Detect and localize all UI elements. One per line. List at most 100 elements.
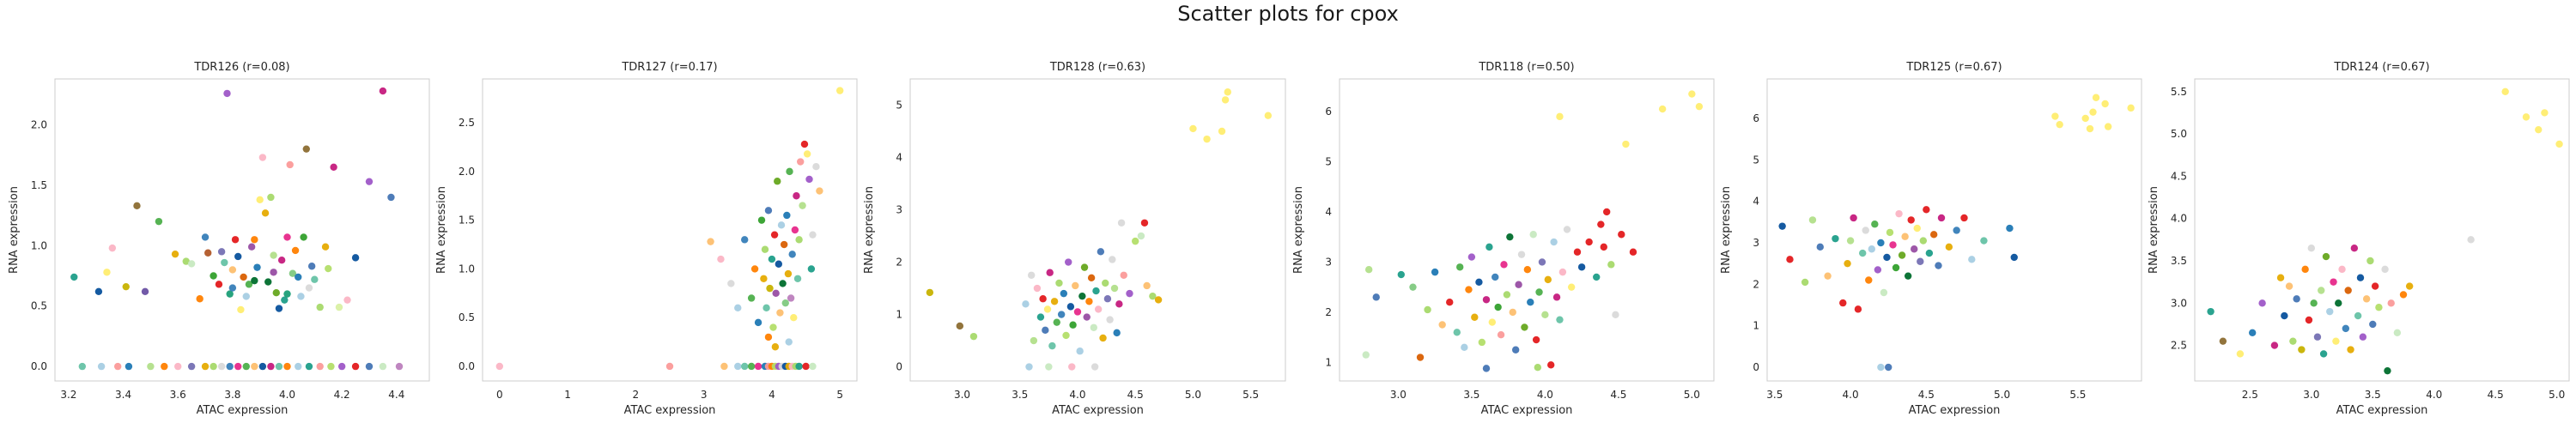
- y-tick-label: 2.5: [2171, 340, 2187, 352]
- x-tick-label: 3.0: [1390, 389, 1406, 401]
- y-axis-label: RNA expression: [2148, 186, 2160, 274]
- data-point: [1065, 258, 1072, 266]
- data-point: [242, 362, 250, 371]
- data-point: [1397, 270, 1406, 279]
- x-axis-label: ATAC expression: [1481, 404, 1573, 417]
- data-point: [1593, 273, 1601, 281]
- data-point: [2301, 265, 2309, 274]
- data-point: [2354, 311, 2362, 320]
- data-point: [1917, 257, 1924, 265]
- data-point: [1622, 140, 1630, 148]
- data-point: [2366, 257, 2374, 265]
- data-point: [395, 362, 404, 371]
- data-point: [1889, 241, 1897, 249]
- data-point: [790, 313, 798, 322]
- data-point: [94, 287, 103, 296]
- y-tick-label: 0: [1753, 361, 1759, 373]
- data-point: [788, 251, 796, 258]
- plot-frame: [482, 78, 858, 382]
- data-point: [786, 167, 793, 176]
- data-point: [1612, 311, 1619, 319]
- data-point: [747, 362, 756, 371]
- data-point: [2501, 88, 2509, 95]
- x-tick-label: 5: [836, 389, 843, 401]
- data-point: [1597, 221, 1605, 228]
- data-point: [1446, 298, 1454, 306]
- data-point: [795, 362, 803, 371]
- y-tick-label: 1: [896, 309, 902, 321]
- data-point: [226, 290, 234, 298]
- data-point: [1110, 284, 1119, 293]
- data-point: [2313, 333, 2322, 341]
- data-point: [707, 238, 714, 245]
- data-point: [283, 233, 291, 241]
- data-point: [161, 362, 168, 371]
- data-point: [2258, 299, 2266, 307]
- data-point: [295, 273, 302, 281]
- x-tick-label: 1: [564, 389, 571, 401]
- x-tick-label: 5.5: [2069, 389, 2086, 401]
- y-tick-label: 2.0: [31, 119, 47, 131]
- data-point: [757, 216, 766, 224]
- data-point: [1556, 316, 1564, 323]
- data-point: [734, 304, 742, 312]
- data-point: [141, 287, 149, 296]
- data-point: [1658, 105, 1667, 113]
- data-point: [221, 258, 228, 267]
- data-point: [1090, 323, 1097, 331]
- data-point: [2010, 253, 2018, 262]
- data-point: [2092, 94, 2100, 101]
- data-point: [251, 236, 258, 244]
- y-tick-label: 1: [1325, 356, 1332, 368]
- y-tick-label: 4: [896, 152, 902, 164]
- data-point: [2319, 350, 2328, 358]
- data-point: [2326, 307, 2334, 316]
- data-point: [766, 284, 774, 293]
- data-point: [795, 236, 803, 244]
- data-point: [283, 362, 291, 371]
- data-point: [1364, 265, 1373, 274]
- y-tick-label: 2: [896, 257, 902, 269]
- x-tick-label: 4.0: [1843, 389, 1859, 401]
- data-point: [1264, 112, 1273, 119]
- data-point: [1149, 292, 1157, 300]
- data-point: [771, 343, 780, 351]
- data-point: [717, 255, 725, 263]
- data-point: [311, 275, 319, 283]
- data-point: [1688, 90, 1696, 98]
- y-tick-label: 3.0: [2171, 297, 2187, 309]
- data-point: [223, 89, 231, 98]
- data-point: [228, 284, 237, 292]
- data-point: [665, 362, 674, 371]
- data-point: [1126, 289, 1133, 298]
- data-point: [1854, 305, 1862, 313]
- data-point: [762, 304, 770, 312]
- x-tick-label: 4.0: [1069, 389, 1085, 401]
- x-tick-label: 4.5: [1610, 389, 1626, 401]
- data-point: [321, 243, 330, 251]
- x-axis-label: ATAC expression: [197, 404, 289, 417]
- data-point: [258, 362, 267, 371]
- data-point: [1492, 273, 1499, 281]
- data-point: [1080, 263, 1089, 271]
- data-point: [201, 362, 210, 371]
- x-tick-label: 4.2: [334, 389, 350, 401]
- data-point: [2405, 282, 2414, 290]
- data-point: [1033, 284, 1042, 293]
- data-point: [1109, 256, 1116, 263]
- data-point: [1221, 96, 1230, 104]
- data-point: [2089, 108, 2097, 116]
- y-axis-label: RNA expression: [1720, 186, 1733, 274]
- data-point: [122, 282, 130, 291]
- data-point: [1482, 296, 1491, 304]
- plot-frame: [1339, 78, 1715, 382]
- data-point: [1066, 303, 1075, 311]
- data-point: [803, 150, 811, 158]
- data-point: [969, 332, 978, 341]
- data-point: [2318, 287, 2325, 294]
- data-point: [1042, 326, 1049, 335]
- data-point: [1143, 281, 1151, 290]
- data-point: [1039, 295, 1047, 303]
- y-axis-label: RNA expression: [863, 186, 876, 274]
- data-point: [1607, 261, 1615, 269]
